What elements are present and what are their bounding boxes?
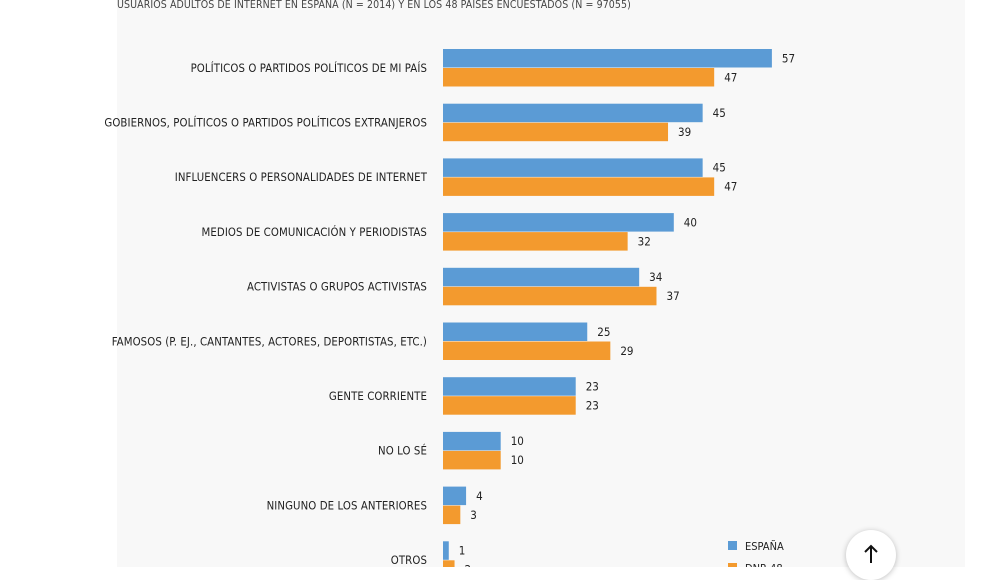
value-label: 1 — [459, 544, 466, 558]
bar-espana — [443, 158, 703, 177]
legend-swatch-dnr48 — [728, 563, 737, 567]
bar-espana — [443, 322, 588, 341]
legend-label-espana: ESPAÑA — [745, 540, 784, 553]
value-label: 45 — [713, 161, 726, 175]
arrow-up-icon — [864, 544, 878, 563]
bar-espana — [443, 103, 703, 123]
bar-dnr48 — [443, 450, 501, 470]
category-label: GENTE CORRIENTE — [329, 390, 427, 403]
bar-dnr48 — [443, 560, 455, 567]
category-label: OTROS — [391, 554, 427, 567]
chart-subtitle: USUARIOS ADULTOS DE INTERNET EN ESPAÑA (… — [117, 0, 631, 11]
category-label: NINGUNO DE LOS ANTERIORES — [267, 499, 427, 512]
value-label: 3 — [470, 508, 477, 522]
bar-dnr48 — [443, 396, 576, 415]
value-label: 4 — [476, 489, 483, 503]
bar-dnr48 — [443, 68, 715, 87]
bar-espana — [443, 431, 501, 451]
value-label: 47 — [724, 70, 737, 84]
bar-dnr48 — [443, 505, 461, 525]
value-label: 29 — [620, 344, 633, 358]
category-label: NO LO SÉ — [378, 445, 427, 458]
bar-espana — [443, 267, 640, 287]
category-label: POLÍTICOS O PARTIDOS POLÍTICOS DE MI PAÍ… — [191, 62, 427, 75]
bar-espana — [443, 377, 576, 396]
legend-swatch-espana — [728, 541, 737, 550]
bar-espana — [443, 49, 772, 68]
bar-espana — [443, 213, 674, 232]
value-label: 2 — [465, 563, 472, 567]
category-label: INFLUENCERS O PERSONALIDADES DE INTERNET — [175, 171, 428, 184]
bar-espana — [443, 541, 449, 560]
category-label: GOBIERNOS, POLÍTICOS O PARTIDOS POLÍTICO… — [104, 116, 427, 129]
value-label: 40 — [684, 215, 697, 229]
bar-dnr48 — [443, 286, 657, 306]
bar-dnr48 — [443, 122, 669, 142]
value-label: 25 — [597, 325, 610, 339]
value-label: 23 — [586, 379, 599, 393]
category-label: ACTIVISTAS O GRUPOS ACTIVISTAS — [247, 281, 427, 294]
bar-espana — [443, 486, 467, 506]
value-label: 37 — [666, 289, 679, 303]
value-label: 10 — [511, 434, 524, 448]
category-label: MEDIOS DE COMUNICACIÓN Y PERIODISTAS — [202, 226, 428, 239]
bar-dnr48 — [443, 177, 715, 196]
value-label: 39 — [678, 125, 691, 139]
legend-label-dnr48: DNR 48 — [745, 562, 783, 567]
category-label: FAMOSOS (P. EJ., CANTANTES, ACTORES, DEP… — [112, 335, 427, 348]
value-label: 34 — [649, 270, 662, 284]
bar-chart: POLÍTICOS O PARTIDOS POLÍTICOS DE MI PAÍ… — [104, 49, 795, 567]
value-label: 47 — [724, 180, 737, 194]
value-label: 32 — [638, 234, 651, 248]
bar-dnr48 — [443, 232, 628, 251]
value-label: 57 — [782, 51, 795, 65]
value-label: 45 — [713, 106, 726, 120]
value-label: 23 — [586, 398, 599, 412]
bar-dnr48 — [443, 341, 611, 360]
value-label: 10 — [511, 453, 524, 467]
scroll-to-top-button[interactable] — [846, 530, 896, 580]
